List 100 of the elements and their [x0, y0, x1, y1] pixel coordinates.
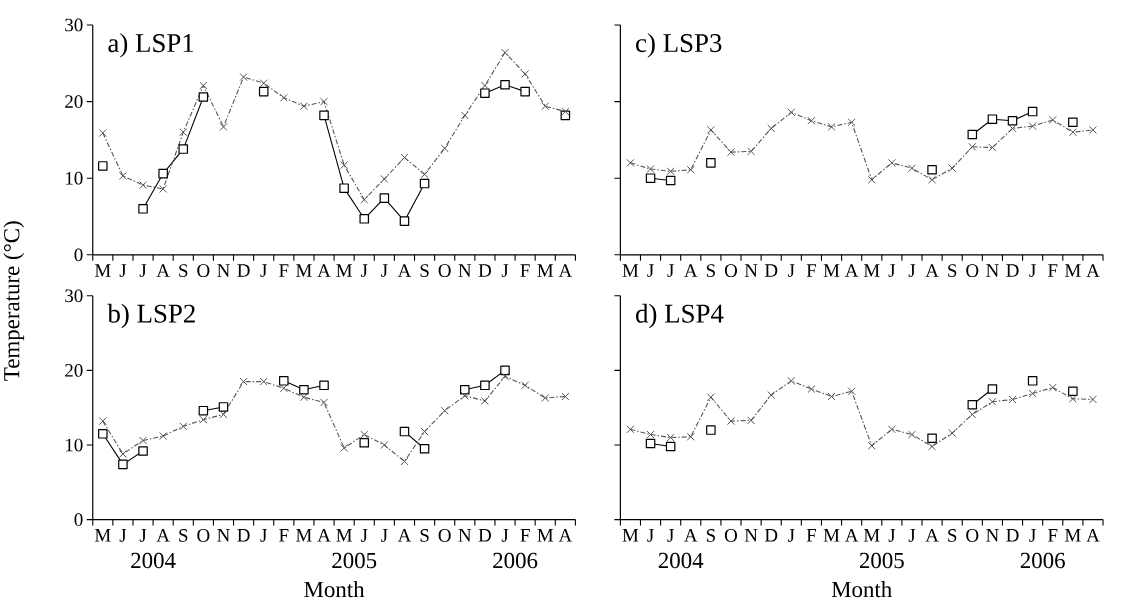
point: [787, 377, 796, 386]
x-tick-label: F: [1048, 264, 1058, 277]
x-tick-label: J: [908, 529, 916, 542]
x-tick-label: D: [237, 529, 250, 542]
x-tick-label: O: [438, 264, 451, 278]
y-tick-label: 20: [65, 364, 83, 377]
x-tick-label: J: [667, 264, 674, 278]
x-tick-label: J: [360, 264, 368, 278]
point: [380, 175, 389, 184]
point: [948, 164, 957, 173]
point: [1068, 128, 1077, 137]
x-tick-label: M: [537, 529, 554, 542]
point: [867, 175, 876, 184]
x-tick-label: F: [520, 529, 530, 542]
y-tick-label: 20: [65, 95, 83, 109]
point: [666, 167, 675, 176]
point: [258, 87, 269, 97]
x-tick-label: J: [381, 529, 388, 542]
x-tick-label: M: [336, 529, 352, 542]
point: [807, 385, 816, 394]
chart-title: a) LSP1: [108, 33, 194, 58]
x-tick-label: S: [420, 529, 429, 543]
x-tick-label: J: [1029, 529, 1036, 542]
x-tick-label: A: [156, 264, 170, 277]
x-tick-label: N: [217, 264, 230, 277]
x-tick-label: J: [119, 264, 127, 278]
point: [500, 365, 510, 376]
point: [178, 144, 189, 155]
point: [399, 427, 410, 437]
y-tick-label: 10: [66, 438, 83, 452]
text: 2005: [859, 552, 904, 569]
point: [1068, 386, 1078, 397]
x-tick-label: M: [622, 264, 639, 277]
point: [420, 427, 429, 436]
x-tick-label: M: [863, 264, 880, 277]
point: [847, 387, 856, 396]
point: [259, 377, 268, 386]
point: [561, 392, 570, 401]
x-tick-label: S: [706, 264, 715, 278]
point: [646, 165, 655, 174]
x-tick-label: J: [788, 264, 795, 278]
point: [807, 116, 816, 125]
x-tick-label: A: [397, 264, 412, 277]
y-tick-label: 30: [65, 289, 83, 303]
x-tick-label: N: [986, 264, 999, 277]
chart-title: d) LSP4: [636, 304, 724, 329]
x-tick-label: A: [317, 529, 331, 542]
x-tick-label: N: [217, 529, 230, 542]
point: [279, 376, 289, 386]
x-tick-label: M: [94, 529, 111, 542]
point: [988, 397, 997, 406]
x-tick-label: J: [139, 529, 147, 542]
point: [199, 81, 208, 90]
point: [440, 406, 449, 415]
x-tick-label: M: [863, 529, 880, 542]
point: [666, 433, 675, 442]
x-tick-label: J: [888, 529, 896, 542]
point: [988, 143, 997, 152]
x-tick-label: J: [360, 529, 368, 542]
point: [686, 165, 695, 175]
x-tick-label: D: [764, 529, 778, 542]
point: [480, 380, 490, 391]
point: [1027, 106, 1038, 117]
point: [827, 123, 836, 132]
x-tick-label: M: [622, 529, 639, 542]
point: [98, 429, 108, 439]
x-tick-label: O: [724, 264, 738, 278]
x-tick-label: A: [925, 264, 939, 277]
x-tick-label: J: [888, 264, 896, 278]
x-tick-label: N: [458, 529, 472, 542]
point: [501, 372, 510, 381]
x-tick-label: O: [197, 529, 210, 543]
point: [747, 147, 756, 156]
point: [726, 148, 735, 157]
point: [1028, 122, 1037, 131]
point: [460, 385, 470, 395]
point: [359, 438, 370, 448]
point: [179, 422, 188, 431]
point: [686, 432, 695, 442]
point: [400, 457, 409, 466]
point: [706, 158, 716, 168]
point: [158, 169, 168, 179]
point: [299, 393, 308, 402]
x-tick-label: O: [966, 264, 979, 278]
x-tick-label: F: [1048, 529, 1058, 542]
text: 2005: [332, 552, 377, 569]
point: [1007, 116, 1018, 126]
point: [339, 183, 349, 194]
point: [665, 441, 676, 452]
point: [359, 214, 370, 224]
point: [706, 126, 715, 135]
chart-title: b) LSP2: [107, 304, 195, 329]
x-tick-label: M: [823, 529, 840, 542]
x-tick-label: N: [744, 529, 758, 542]
point: [1027, 376, 1038, 386]
point: [967, 129, 978, 140]
x-tick-label: N: [458, 264, 472, 277]
point: [420, 170, 429, 179]
x-tick-label: J: [381, 264, 388, 278]
point: [159, 185, 168, 194]
